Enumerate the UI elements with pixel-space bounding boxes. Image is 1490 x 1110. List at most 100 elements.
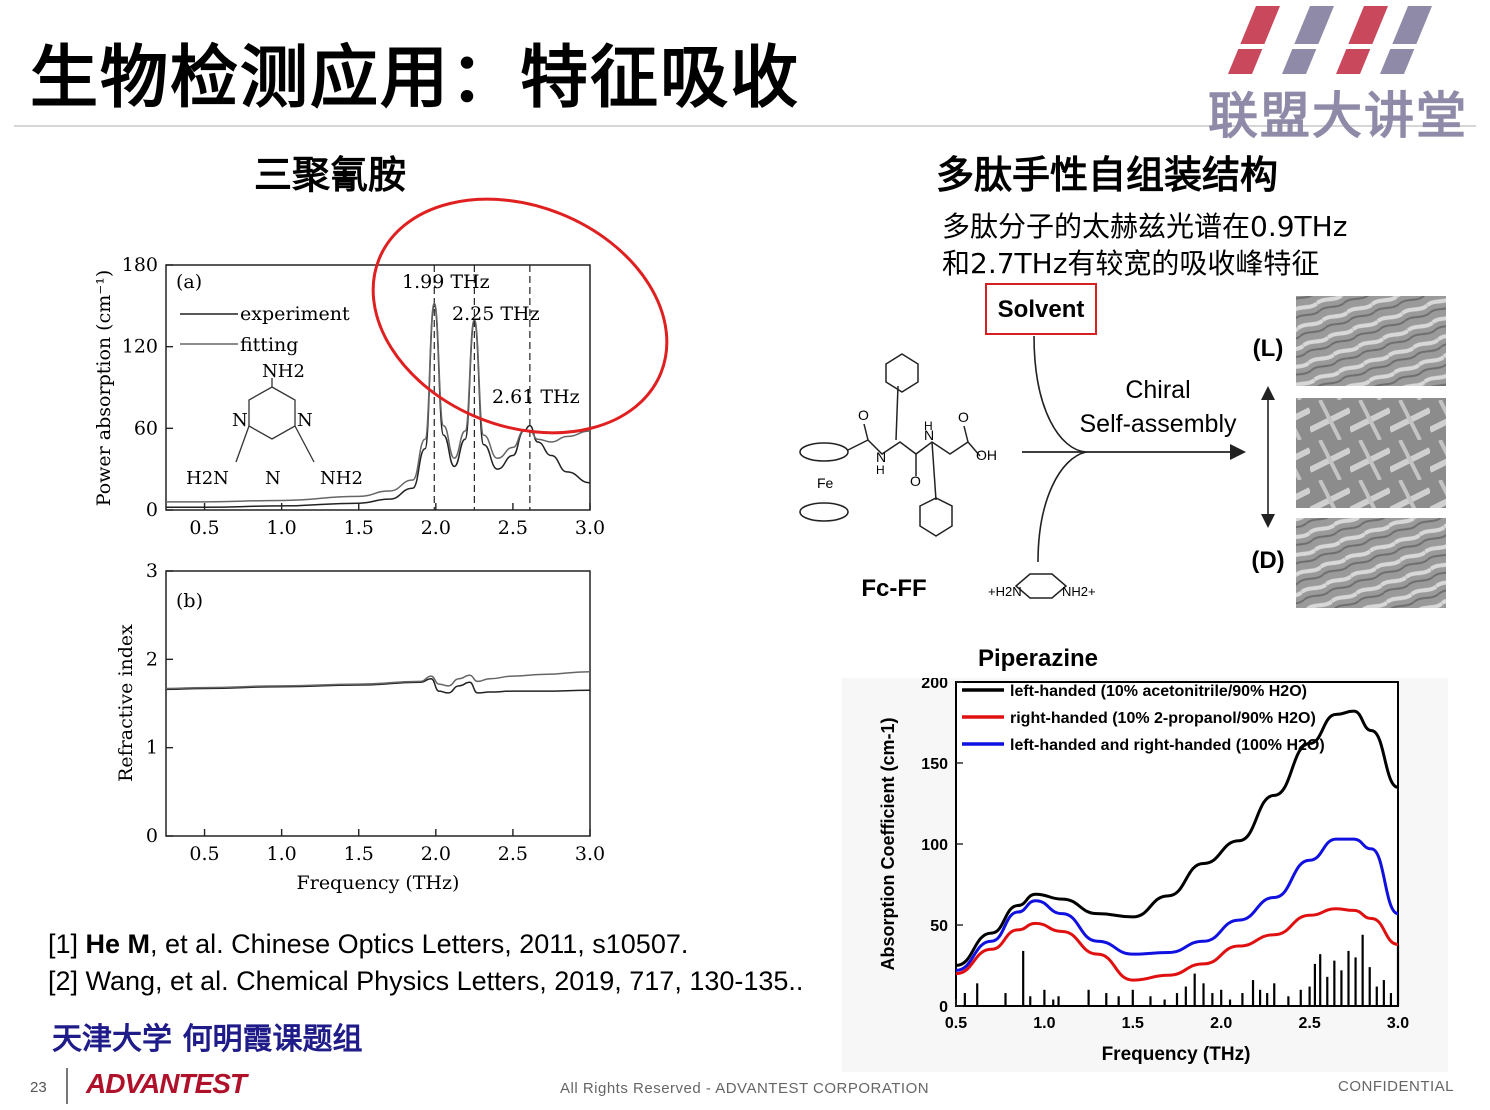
y-tick-label: 3 — [146, 560, 158, 582]
y-tick-label: 100 — [921, 837, 948, 854]
y-tick-label: 120 — [122, 336, 158, 358]
peak-highlight-circle — [371, 197, 669, 435]
right-section-title: 多肽手性自组装结构 — [936, 153, 1279, 197]
y-tick-label: 200 — [921, 678, 948, 692]
piperazine-arrow — [1037, 451, 1087, 563]
legend-entry: left-handed and right-handed (100% H2O) — [1010, 737, 1325, 754]
label-n-bottom: N — [265, 468, 281, 489]
piperazine-ring-icon — [1014, 573, 1068, 599]
y-tick-label: 0 — [146, 499, 158, 521]
x-tick-label: 2.5 — [498, 843, 528, 865]
logo-text: 联盟大讲堂 — [1208, 87, 1468, 145]
reference-1-author: He M — [85, 929, 151, 959]
d-label: (D) — [1251, 547, 1284, 574]
x-tick-label: 3.0 — [575, 843, 605, 865]
research-group-label: 天津大学 何明霞课题组 — [52, 1022, 363, 1057]
x-tick-label: 2.0 — [421, 517, 451, 539]
carbonyl-o-label-2: O — [910, 473, 921, 489]
legend-experiment: experiment — [240, 303, 350, 325]
fc-ff-label: Fc-FF — [861, 575, 926, 602]
page-number: 23 — [30, 1079, 47, 1096]
x-tick-label: 2.5 — [498, 517, 528, 539]
fe-label: Fe — [817, 475, 834, 491]
x-tick-label: 0.5 — [189, 517, 219, 539]
self-assembly-label: Self-assembly — [1080, 410, 1237, 438]
legend-entry: right-handed (10% 2-propanol/90% H2O) — [1010, 710, 1316, 727]
title-divider — [14, 125, 1476, 127]
label-h2n: H2N — [186, 468, 229, 489]
sem-image-l — [1296, 296, 1446, 386]
x-tick-label: 1.0 — [267, 517, 297, 539]
series-line-1 — [165, 670, 591, 690]
x-tick-label: 1.0 — [1033, 1015, 1055, 1032]
slide-title: 生物检测应用：特征吸收 — [30, 39, 801, 118]
arrow-up-icon — [1261, 386, 1275, 400]
amide-h-label-2: H — [924, 419, 933, 433]
description-line-1: 多肽分子的太赫兹光谱在0.9THz — [942, 210, 1348, 243]
y-tick-label: 0 — [939, 999, 948, 1016]
description-line-2: 和2.7THz有较宽的吸收峰特征 — [942, 247, 1320, 280]
reference-2: [2] Wang, et al. Chemical Physics Letter… — [48, 966, 804, 996]
carbonyl-o-label-3: O — [958, 409, 969, 425]
sem-image-middle — [1296, 398, 1446, 508]
advantest-logo: ADVANTEST — [86, 1068, 247, 1099]
label-nh2-top: NH2 — [262, 361, 305, 382]
x-tick-label: 1.5 — [344, 517, 374, 539]
x-tick-label: 2.5 — [1298, 1015, 1320, 1032]
x-tick-label: 0.5 — [945, 1015, 967, 1032]
y-tick-label: 50 — [930, 918, 948, 935]
x-tick-label: 1.5 — [344, 843, 374, 865]
power-absorption-chart: 0.5 1.0 1.5 2.0 2.5 3.0 0 60 120 180 (a) experime… — [93, 254, 605, 539]
refractive-index-chart: 0.5 1.0 1.5 2.0 2.5 3.0 0 1 2 3 (b) Frequency (TH… — [115, 560, 605, 894]
series-line-0 — [955, 709, 1399, 967]
amide-n-label-2: N — [924, 427, 934, 443]
annotation-peak-3: 2.61 THz — [492, 386, 580, 408]
series-line-2 — [955, 837, 1399, 972]
left-section-title: 三聚氰胺 — [254, 153, 407, 197]
alliance-logo-mark-icon — [1208, 6, 1438, 74]
label-n-right: N — [297, 410, 313, 431]
x-tick-label: 0.5 — [189, 843, 219, 865]
y-tick-label: 60 — [134, 417, 158, 439]
series-line-0 — [166, 305, 591, 509]
alliance-logo: 联盟大讲堂 — [1198, 4, 1478, 145]
series-line-1 — [955, 907, 1399, 982]
confidential-label: CONFIDENTIAL — [1338, 1078, 1455, 1095]
absorption-coefficient-chart: 0.5 1.0 1.5 2.0 2.5 3.0 0 50 100 150 200 left-hand… — [842, 678, 1448, 1072]
self-assembly-scheme: Solvent Chiral Self-assembly (L) (D) — [799, 283, 1446, 672]
copyright-text: All Rights Reserved - ADVANTEST CORPORAT… — [560, 1080, 930, 1097]
y-tick-label: 0 — [146, 825, 158, 847]
solvent-label: Solvent — [998, 296, 1085, 323]
label-n-left: N — [232, 410, 248, 431]
panel-label-a: (a) — [176, 271, 202, 293]
amide-n-label-1: N — [876, 449, 886, 465]
solvent-arrow — [1033, 335, 1087, 453]
fc-ff-structure-icon — [799, 353, 981, 537]
y-tick-label: 180 — [122, 254, 158, 276]
x-tick-label: 2.0 — [1210, 1015, 1232, 1032]
panel-label-b: (b) — [176, 590, 203, 612]
x-axis-label-c: Frequency (THz) — [1102, 1044, 1251, 1065]
x-tick-label: 3.0 — [1387, 1015, 1409, 1032]
solvent-box — [985, 283, 1097, 335]
legend-entry: left-handed (10% acetonitrile/90% H2O) — [1010, 683, 1307, 700]
x-tick-label: 1.5 — [1122, 1015, 1144, 1032]
arrow-down-icon — [1261, 514, 1275, 528]
reaction-arrowhead-icon — [1230, 444, 1246, 460]
y-tick-label: 1 — [146, 737, 158, 759]
y-tick-label: 2 — [146, 648, 158, 670]
series-line-0 — [165, 678, 591, 694]
legend-fitting: fitting — [240, 334, 298, 356]
y-axis-label-a: Power absorption (cm⁻¹) — [93, 270, 115, 507]
sem-image-d — [1296, 518, 1446, 608]
annotation-peak-1: 1.99 THz — [402, 271, 490, 293]
y-axis-label-c: Absorption Coefficient (cm-1) — [878, 717, 898, 970]
x-tick-label: 1.0 — [267, 843, 297, 865]
melamine-structure-icon: NH2 N N N H2N NH2 — [186, 361, 363, 489]
chiral-label: Chiral — [1125, 376, 1190, 404]
nh2-plus-label: NH2+ — [1062, 584, 1096, 599]
carbonyl-o-label-1: O — [858, 407, 869, 423]
h2n-plus-label: +H2N — [988, 584, 1022, 599]
label-nh2-right: NH2 — [320, 468, 363, 489]
x-tick-label: 3.0 — [575, 517, 605, 539]
